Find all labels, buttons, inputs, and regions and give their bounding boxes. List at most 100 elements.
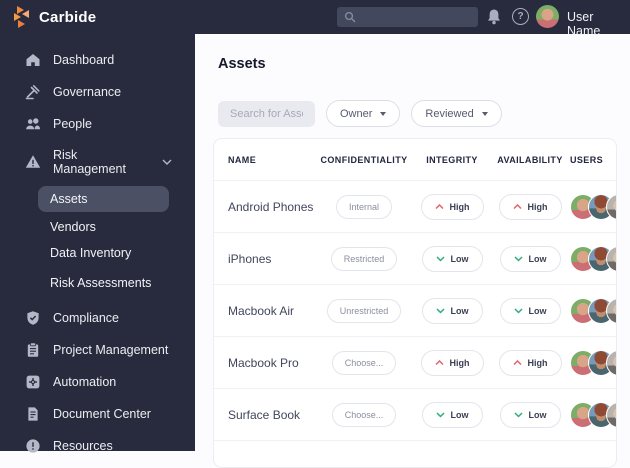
owner-dropdown-label: Owner <box>340 107 373 120</box>
users-avatars: +20 <box>570 401 616 428</box>
sidebar-item-label: Automation <box>53 375 117 389</box>
brand-name: Carbide <box>39 8 97 26</box>
integrity-pill[interactable]: Low <box>421 297 483 324</box>
top-bar: Carbide ? User Name <box>0 0 630 38</box>
sidebar-item-data-inventory[interactable]: Data Inventory <box>50 246 132 260</box>
level-label: High <box>449 201 470 212</box>
sidebar-item-project-management[interactable]: Project Management <box>0 334 195 366</box>
confidentiality-pill[interactable]: Choose... <box>331 350 397 375</box>
chevron-down-icon <box>513 307 523 314</box>
reviewed-dropdown[interactable]: Reviewed <box>411 100 502 127</box>
confidentiality-pill[interactable]: Choose... <box>331 402 397 427</box>
sidebar-item-vendors[interactable]: Vendors <box>50 220 96 234</box>
warning-triangle-icon <box>25 155 41 168</box>
chevron-up-icon <box>434 359 444 365</box>
availability-pill[interactable]: High <box>498 193 562 220</box>
table-row: Macbook Pro Choose... High High +20 <box>214 336 616 388</box>
sidebar-item-compliance[interactable]: Compliance <box>0 302 195 334</box>
sidebar-item-risk-management[interactable]: Risk Management <box>0 140 195 184</box>
sidebar-item-assets[interactable]: Assets <box>38 186 169 212</box>
bell-icon[interactable] <box>486 8 502 26</box>
gavel-icon <box>25 84 40 100</box>
asset-search-input[interactable] <box>218 100 315 127</box>
filter-bar: Owner Reviewed <box>218 100 630 127</box>
users-avatars: +20 <box>570 245 616 272</box>
asset-name: iPhones <box>228 251 272 266</box>
chevron-up-icon <box>512 203 522 209</box>
owner-dropdown[interactable]: Owner <box>326 100 401 127</box>
brand-logo[interactable]: Carbide <box>12 6 96 28</box>
integrity-pill[interactable]: High <box>420 349 484 376</box>
caret-down-icon <box>481 111 488 116</box>
chevron-down-icon <box>513 411 523 418</box>
sidebar-item-resources[interactable]: Resources <box>0 430 195 462</box>
sidebar-item-dashboard[interactable]: Dashboard <box>0 44 195 76</box>
availability-pill[interactable]: Low <box>499 297 561 324</box>
level-label: High <box>527 201 548 212</box>
gear-icon <box>26 375 40 389</box>
users-avatars: +20 <box>570 193 616 220</box>
availability-pill[interactable]: High <box>498 349 562 376</box>
level-label: Low <box>450 409 469 420</box>
user-name: User Name <box>567 10 601 38</box>
table-header: NAME CONFIDENTIALITY INTEGRITY AVAILABIL… <box>214 139 616 180</box>
carbide-logo-icon <box>14 6 29 28</box>
chevron-down-icon <box>162 159 172 165</box>
caret-down-icon <box>380 111 387 116</box>
table-row: Android Phones Internal High High +20 <box>214 180 616 232</box>
chevron-down-icon <box>435 255 445 262</box>
sidebar-item-automation[interactable]: Automation <box>0 366 195 398</box>
level-label: High <box>527 357 548 368</box>
sidebar-item-label: People <box>53 117 92 131</box>
shield-check-icon <box>27 311 39 325</box>
level-label: Low <box>528 253 547 264</box>
column-header-users: USERS <box>570 154 604 165</box>
risk-management-submenu: Assets Vendors Data Inventory Risk Asses… <box>0 184 195 302</box>
sidebar-item-risk-assessments[interactable]: Risk Assessments <box>50 276 152 290</box>
integrity-pill[interactable]: High <box>420 193 484 220</box>
column-header-confidentiality: CONFIDENTIALITY <box>320 154 408 165</box>
sidebar-item-people[interactable]: People <box>0 108 195 140</box>
asset-name: Surface Book <box>228 407 301 422</box>
global-search-input[interactable] <box>337 7 478 27</box>
sidebar-item-label: Governance <box>53 85 122 99</box>
confidentiality-pill[interactable]: Unrestricted <box>326 298 402 323</box>
reviewed-dropdown-label: Reviewed <box>425 107 474 120</box>
level-label: Low <box>450 253 469 264</box>
page-title: Assets <box>218 56 266 72</box>
sidebar-item-governance[interactable]: Governance <box>0 76 195 108</box>
confidentiality-pill[interactable]: Internal <box>335 194 393 219</box>
chevron-up-icon <box>512 359 522 365</box>
user-avatar[interactable] <box>536 5 559 28</box>
home-icon <box>26 54 40 66</box>
table-footer-spacer <box>214 440 616 466</box>
integrity-pill[interactable]: Low <box>421 245 483 272</box>
chevron-down-icon <box>435 411 445 418</box>
column-header-name: NAME <box>228 154 257 165</box>
table-row: Macbook Air Unrestricted Low Low +20 <box>214 284 616 336</box>
clipboard-icon <box>27 342 39 357</box>
exclamation-circle-icon <box>26 439 40 453</box>
sidebar-item-label: Project Management <box>53 343 169 357</box>
level-label: Low <box>528 409 547 420</box>
assets-table-card: NAME CONFIDENTIALITY INTEGRITY AVAILABIL… <box>213 138 617 468</box>
sidebar-item-label: Risk Management <box>53 148 126 176</box>
availability-pill[interactable]: Low <box>499 245 561 272</box>
table-row: iPhones Restricted Low Low +20 <box>214 232 616 284</box>
confidentiality-pill[interactable]: Restricted <box>330 246 398 271</box>
sidebar-item-label: Resources <box>53 439 113 453</box>
asset-name: Android Phones <box>228 199 314 214</box>
asset-name: Macbook Pro <box>228 355 299 370</box>
integrity-pill[interactable]: Low <box>421 401 483 428</box>
users-avatars: +20 <box>570 297 616 324</box>
asset-name: Macbook Air <box>228 303 295 318</box>
sidebar-item-label: Document Center <box>53 407 151 421</box>
sidebar-item-document-center[interactable]: Document Center <box>0 398 195 430</box>
availability-pill[interactable]: Low <box>499 401 561 428</box>
column-header-availability: AVAILABILITY <box>497 154 563 165</box>
level-label: High <box>449 357 470 368</box>
help-icon[interactable]: ? <box>512 8 529 25</box>
chevron-down-icon <box>513 255 523 262</box>
chevron-up-icon <box>434 203 444 209</box>
search-icon <box>344 11 356 23</box>
